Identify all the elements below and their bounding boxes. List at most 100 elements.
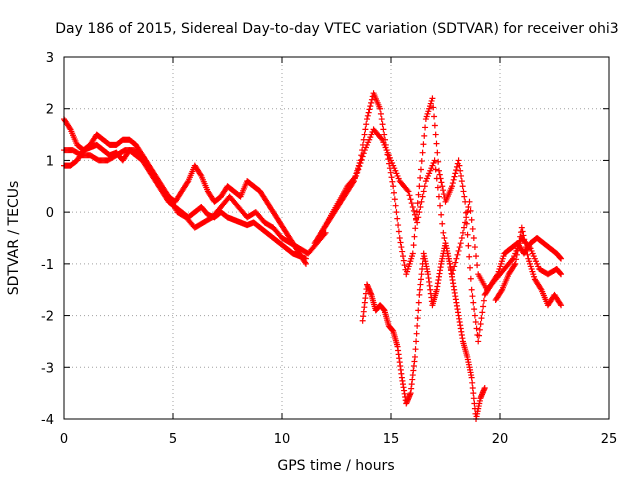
data-point <box>458 172 465 179</box>
data-point <box>302 260 309 267</box>
data-point <box>401 262 408 269</box>
data-point <box>455 247 462 254</box>
data-point <box>366 106 373 113</box>
data-point <box>360 150 367 157</box>
data-point <box>519 228 526 235</box>
data-point <box>434 184 441 191</box>
data-point <box>558 271 565 278</box>
data-point <box>461 193 468 200</box>
data-point <box>433 175 440 182</box>
data-point <box>454 251 461 258</box>
x-tick-label: 5 <box>169 432 177 447</box>
data-point <box>421 183 428 190</box>
data-point <box>417 166 424 173</box>
y-tick-label: -4 <box>41 413 54 428</box>
series-trace-c <box>61 147 329 257</box>
data-point <box>409 203 416 210</box>
data-point <box>451 173 458 180</box>
data-point <box>498 288 505 295</box>
data-point <box>399 248 406 255</box>
data-point <box>367 103 374 110</box>
series-trace-f <box>359 240 488 422</box>
data-point <box>418 158 425 165</box>
data-point <box>441 235 448 241</box>
y-tick-label: -3 <box>41 361 54 376</box>
data-point <box>422 124 429 131</box>
y-tick-label: 2 <box>46 103 54 118</box>
data-point <box>390 189 397 196</box>
data-point <box>432 131 439 138</box>
x-tick-label: 15 <box>383 432 400 447</box>
data-point <box>413 338 420 345</box>
y-tick-label: 1 <box>46 154 54 169</box>
data-point <box>480 303 487 310</box>
data-point <box>417 281 424 288</box>
data-point <box>368 99 375 106</box>
data-point <box>513 256 520 263</box>
data-point <box>381 131 388 138</box>
series-trace-d <box>311 90 565 345</box>
data-point <box>440 229 447 236</box>
data-point <box>416 291 423 298</box>
data-point <box>362 126 369 133</box>
data-point <box>414 322 421 329</box>
data-point <box>353 172 360 179</box>
data-point <box>522 244 529 251</box>
data-point <box>449 180 456 187</box>
data-point <box>387 169 394 176</box>
data-point <box>416 209 423 216</box>
data-point <box>364 112 371 119</box>
data-point <box>412 346 419 353</box>
data-point <box>404 187 411 194</box>
y-tick-label: 3 <box>46 51 54 66</box>
data-point <box>417 276 424 283</box>
series-trace-e <box>318 126 565 293</box>
data-point <box>357 160 364 167</box>
x-tick-label: 25 <box>601 432 618 447</box>
data-point <box>433 140 440 147</box>
data-point <box>477 320 484 327</box>
data-point <box>523 247 530 254</box>
plot-area: 0 5 10 15 20 25 -4 -3 -2 -1 0 1 2 3 <box>41 51 617 447</box>
data-point <box>468 374 475 381</box>
data-point <box>439 220 446 227</box>
data-point <box>411 233 418 240</box>
data-point <box>521 236 528 243</box>
data-point <box>197 171 204 178</box>
data-point <box>452 259 459 266</box>
data-point <box>406 192 413 199</box>
data-point <box>379 121 386 128</box>
data-point <box>479 309 486 316</box>
data-point <box>514 247 521 254</box>
data-point <box>413 330 420 337</box>
data-point <box>524 251 531 258</box>
data-point <box>465 203 472 210</box>
data-point <box>464 231 471 238</box>
data-point <box>415 214 422 221</box>
data-point <box>460 188 467 195</box>
data-point <box>481 384 488 391</box>
data-point <box>378 116 385 123</box>
data-point <box>508 256 515 263</box>
data-point <box>518 224 525 231</box>
data-point <box>467 264 474 271</box>
x-tick-label: 20 <box>492 432 509 447</box>
data-point <box>467 207 474 214</box>
data-point <box>435 167 442 174</box>
data-point <box>354 169 361 176</box>
data-point <box>471 306 478 313</box>
data-point <box>431 157 438 164</box>
data-point <box>390 183 397 190</box>
data-point <box>432 166 439 173</box>
data-point <box>457 167 464 174</box>
data-point <box>466 198 473 205</box>
data-point <box>410 207 417 214</box>
data-point <box>431 113 438 120</box>
data-point <box>450 176 457 183</box>
data-point <box>515 242 522 249</box>
data-point <box>66 125 73 132</box>
data-point <box>430 104 437 111</box>
plot-frame <box>63 56 610 420</box>
data-point <box>467 275 474 282</box>
